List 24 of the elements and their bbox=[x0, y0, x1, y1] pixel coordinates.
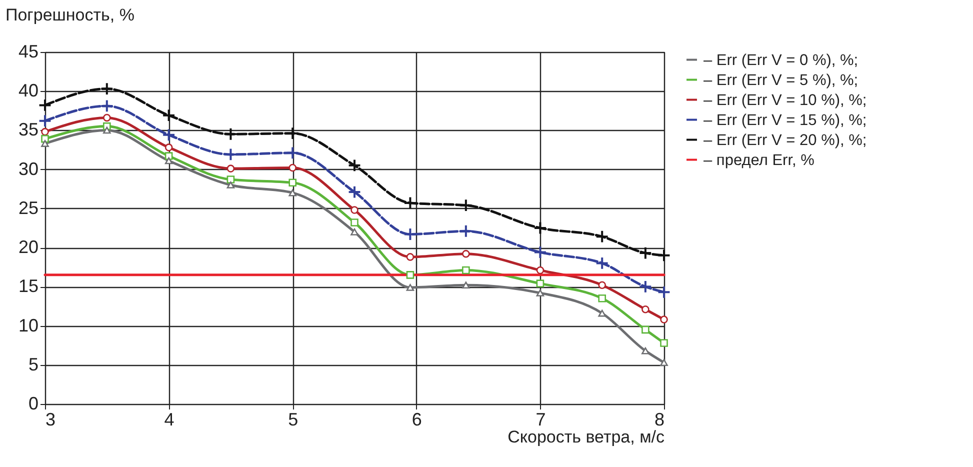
y-tick-label: 30 bbox=[18, 158, 38, 179]
y-tick-label: 45 bbox=[18, 42, 38, 62]
x-tick-label: 7 bbox=[536, 410, 546, 430]
y-tick-label: 20 bbox=[18, 237, 38, 258]
y-tick-label: 35 bbox=[18, 120, 38, 140]
x-tick-label: 6 bbox=[412, 410, 422, 430]
legend-label: – Err (Err V = 10 %), %; bbox=[704, 92, 867, 109]
y-tick-label: 25 bbox=[18, 198, 38, 218]
legend-label: – Err (Err V = 20 %), %; bbox=[704, 132, 867, 149]
legend-label: – Err (Err V = 5 %), %; bbox=[704, 72, 858, 89]
y-axis-title: Погрешность, % bbox=[6, 6, 134, 24]
x-tick-label: 3 bbox=[46, 410, 56, 430]
x-tick-label: 5 bbox=[288, 410, 298, 430]
y-tick-label: 15 bbox=[18, 276, 38, 296]
y-tick-label: 0 bbox=[28, 394, 38, 414]
legend-label: – предел Err, % bbox=[704, 152, 815, 169]
y-tick-label: 40 bbox=[18, 80, 38, 101]
y-tick-label: 10 bbox=[18, 315, 38, 336]
x-tick-label: 4 bbox=[164, 410, 174, 430]
legend-label: – Err (Err V = 15 %), %; bbox=[704, 112, 867, 129]
x-tick-label: 8 bbox=[654, 410, 664, 430]
legend-label: – Err (Err V = 0 %), %; bbox=[704, 52, 858, 69]
x-axis-title: Скорость ветра, м/с bbox=[508, 428, 665, 446]
y-tick-label: 5 bbox=[28, 354, 38, 374]
